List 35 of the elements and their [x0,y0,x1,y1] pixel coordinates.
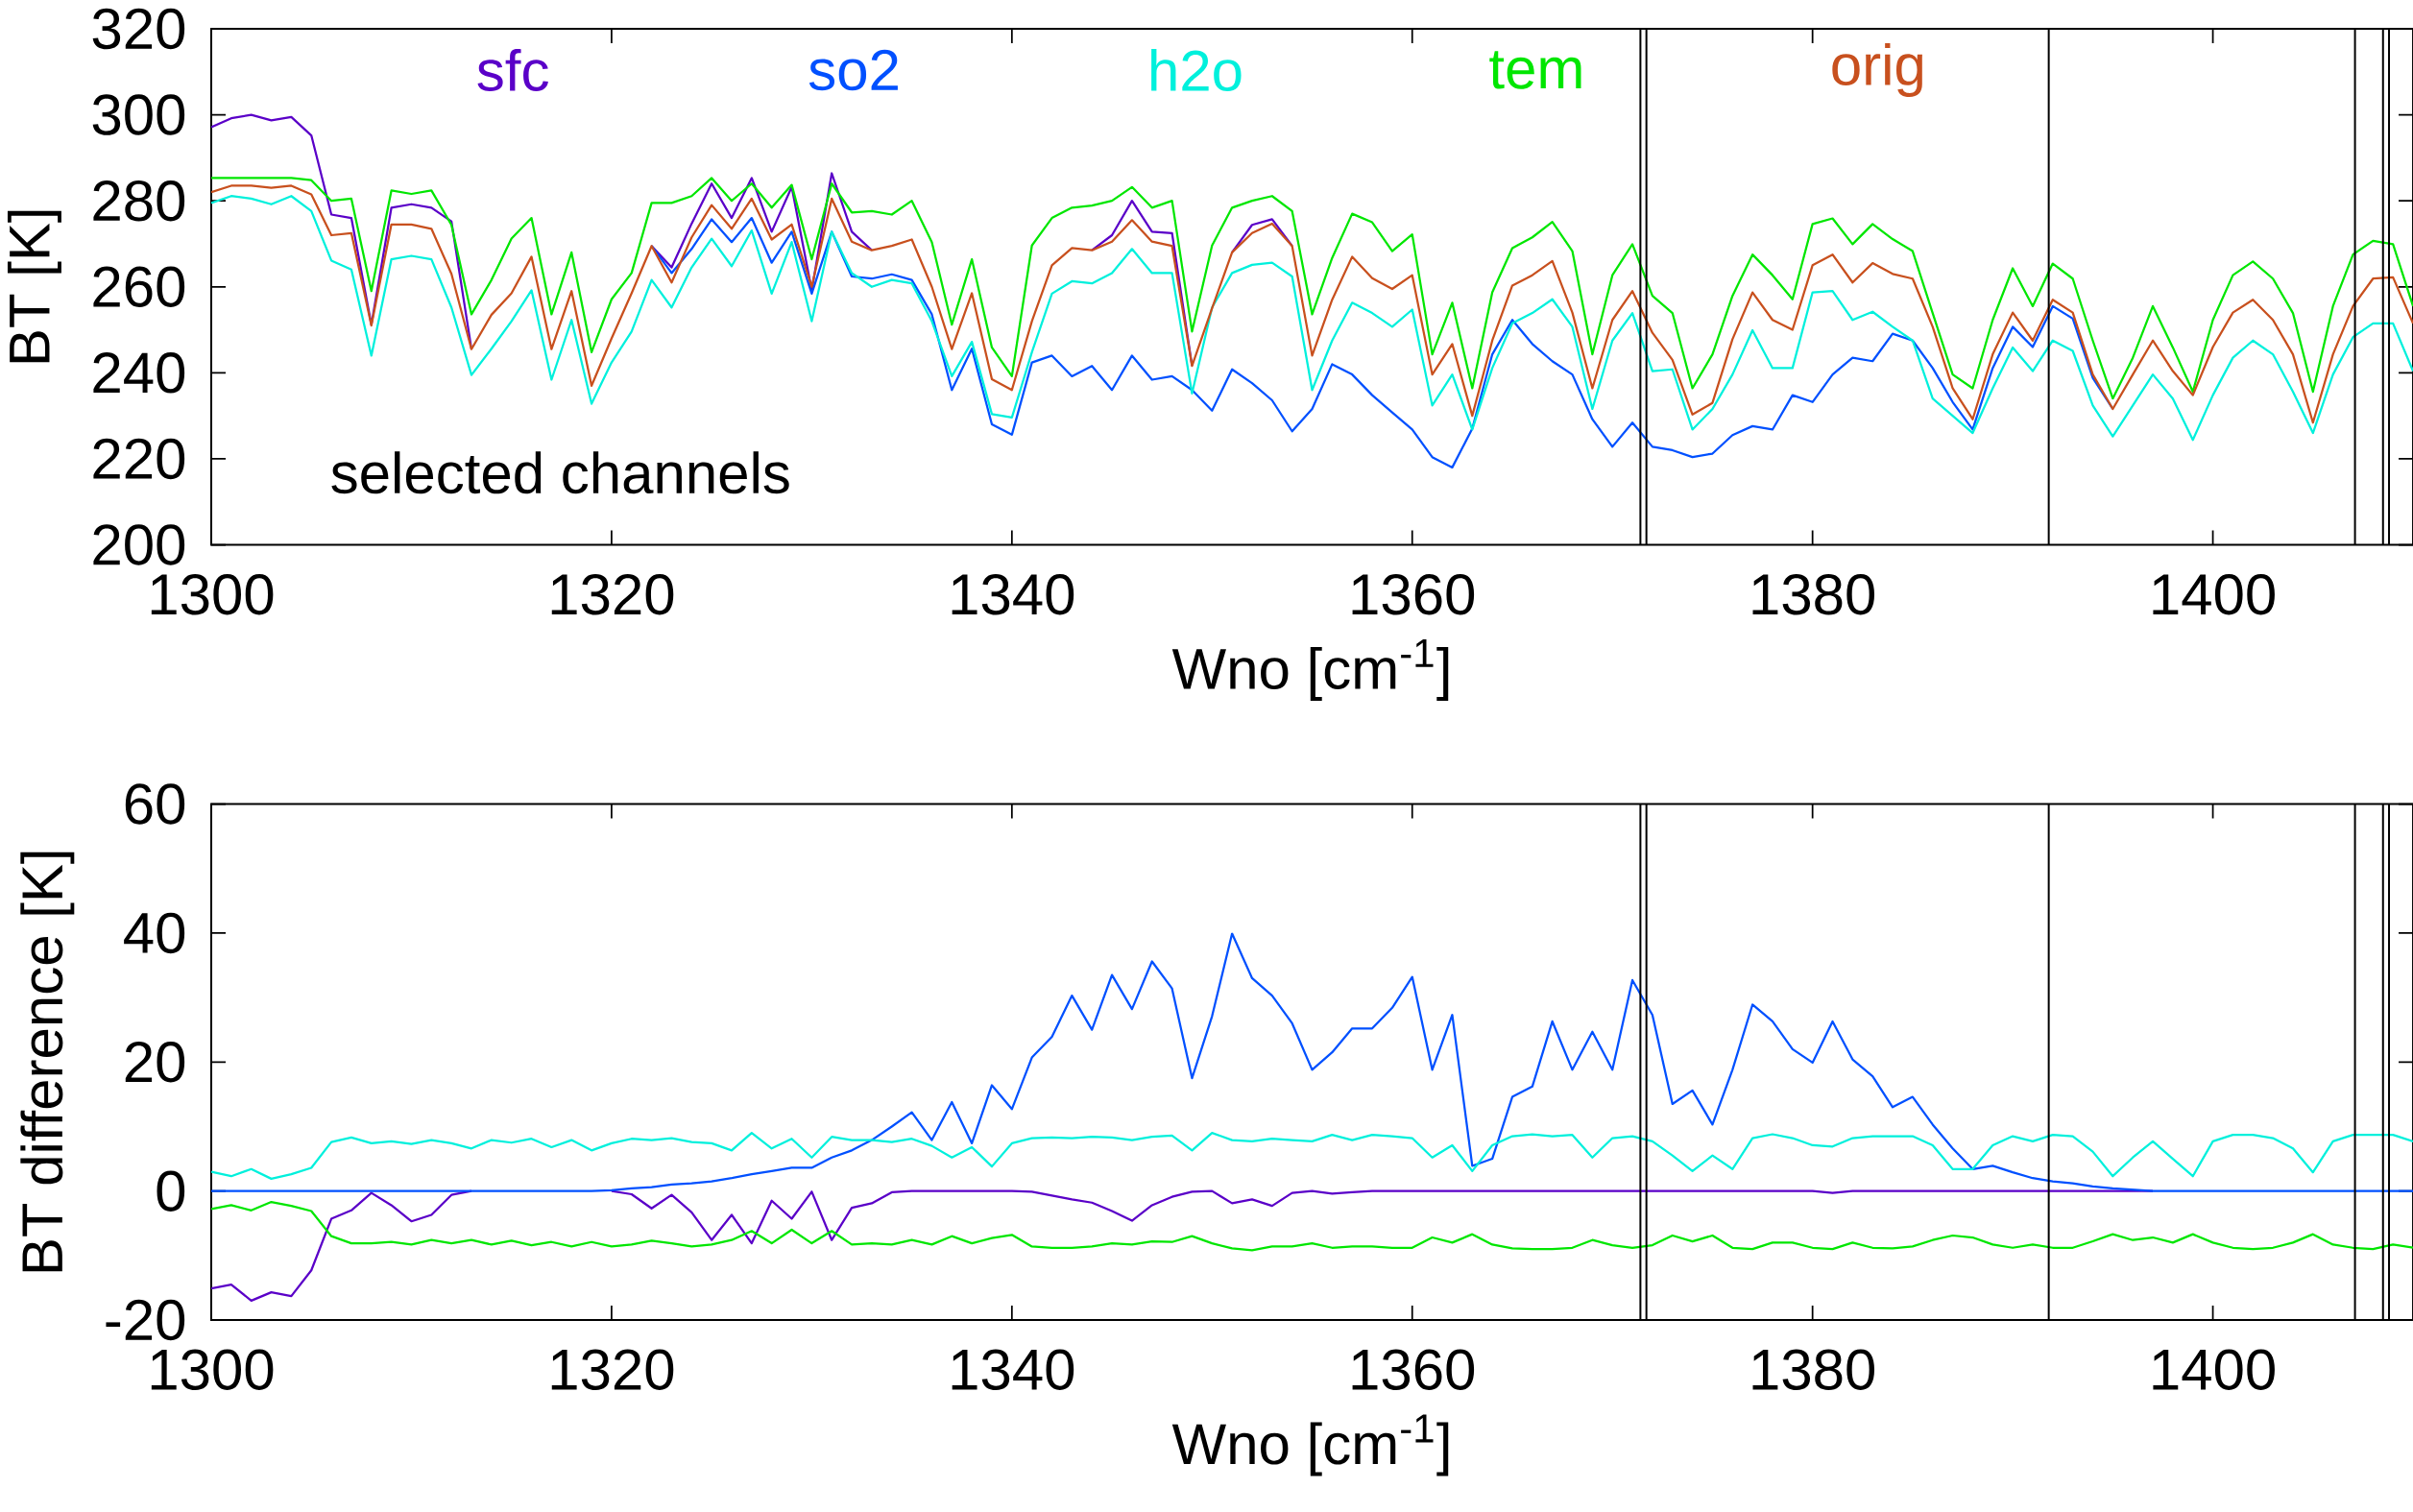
x-tick-label: 1300 [151,574,274,615]
y-tick-label: 320 [92,8,185,50]
x-tick-label: 1360 [1352,1349,1475,1390]
text: so2 [808,49,898,91]
text: sfc [477,49,548,91]
x-tick-label: 1400 [2153,1349,2275,1390]
x-tick-label: 1340 [952,574,1074,615]
y-tick-label: -20 [106,1299,185,1341]
y-tick-label: 60 [125,783,185,825]
text: orig [1832,43,1922,97]
x-axis-title: Wno [cm$^{-1}$] [1171,1414,1449,1476]
y-tick-label: 200 [93,524,185,565]
y-tick-label: 0 [157,1170,185,1212]
x-axis-title: Wno [cm$^{-1}$] [1171,638,1449,701]
text: h2o [1151,48,1242,92]
text: tem [1489,51,1581,89]
y-tick-label: 260 [93,266,185,307]
y-tick-label: 220 [93,438,185,480]
x-tick-label: 1360 [1352,574,1475,615]
x-tick-label: 1340 [952,1349,1074,1390]
x-tick-label: 1320 [551,574,674,615]
y-tick-label: 40 [124,912,185,954]
line-series [211,1200,2413,1252]
y-tick-label: 300 [92,94,185,135]
y-tick-label: 280 [93,180,185,222]
y-tick-label: 20 [125,1042,185,1083]
y-axis-title: BT [K] [7,210,61,363]
annotation: selected channels [331,451,789,494]
x-tick-label: 1320 [551,1349,674,1390]
y-tick-label: 240 [93,352,185,394]
x-tick-label: 1300 [151,1349,274,1390]
y-axis-title: BT difference [K] [20,852,75,1272]
x-tick-label: 1380 [1752,574,1875,615]
x-tick-label: 1400 [2153,574,2275,615]
x-tick-label: 1380 [1752,1349,1875,1390]
